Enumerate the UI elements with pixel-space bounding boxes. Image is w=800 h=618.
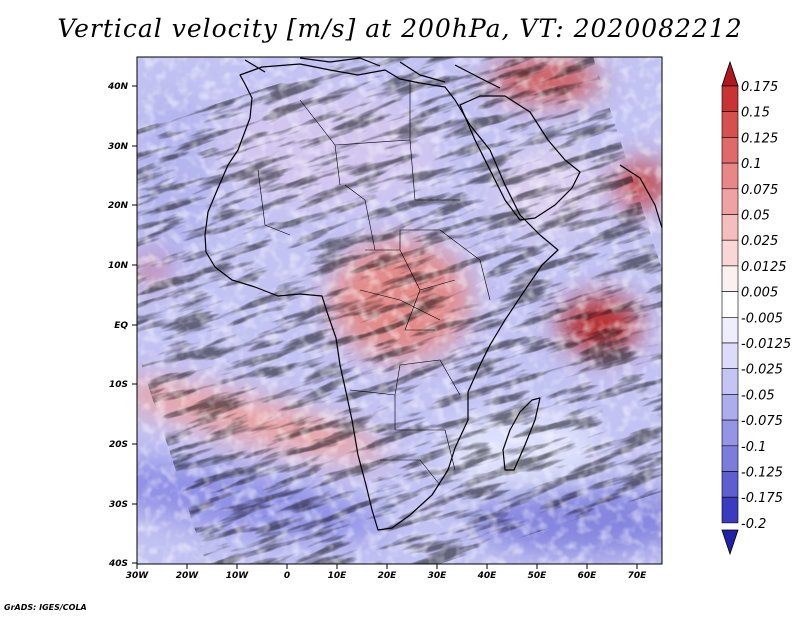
lon-label-20w: 20W xyxy=(176,571,200,581)
lon-label-60e: 60E xyxy=(578,571,598,581)
lat-label-20s: 20S xyxy=(109,440,128,450)
lat-label-40n: 40N xyxy=(107,82,129,92)
colorbar-segment-5 xyxy=(721,214,739,241)
colorbar-label-6: 0.025 xyxy=(741,234,778,249)
colorbar-label-13: -0.075 xyxy=(741,414,783,429)
footer-credit: GrADS: IGES/COLA xyxy=(4,603,87,612)
border-set-north xyxy=(257,80,460,251)
colorbar-segment-14 xyxy=(721,445,739,472)
madagascar-coastline xyxy=(502,397,541,471)
lat-tick-40N: 40N xyxy=(107,82,137,92)
lon-tick-30W: 30W xyxy=(126,564,150,581)
colorbar-label-8: 0.005 xyxy=(741,286,778,301)
india-coastline xyxy=(619,164,662,229)
lat-label-30s: 30S xyxy=(109,500,128,510)
field-speckle xyxy=(137,57,662,564)
colorbar-segment-4 xyxy=(721,188,739,215)
colorbar-segment-7 xyxy=(721,265,739,292)
lon-tick-20E: 20E xyxy=(378,564,398,581)
colorbar-label-3: 0.1 xyxy=(741,157,762,172)
lon-tick-30E: 30E xyxy=(428,564,448,581)
africa-coastline xyxy=(204,63,559,531)
lon-label-70e: 70E xyxy=(628,571,648,581)
colorbar-label-10: -0.0125 xyxy=(741,337,791,352)
lat-label-10s: 10S xyxy=(109,380,128,390)
colorbar-label-14: -0.1 xyxy=(741,440,766,455)
lat-tick-10S: 10S xyxy=(109,380,137,390)
lon-tick-0: 0 xyxy=(284,564,290,581)
colorbar-segment-6 xyxy=(721,239,739,267)
colorbar-segment-8 xyxy=(721,291,739,318)
colorbar-segment-3 xyxy=(721,162,739,190)
lon-tick-20W: 20W xyxy=(176,564,200,581)
colorbar-label-11: -0.025 xyxy=(741,363,783,378)
map-title: Vertical velocity [m/s] at 200hPa, VT: 2… xyxy=(57,14,743,43)
lat-tick-40S: 40S xyxy=(108,559,137,569)
colorbar: 0.175 0.15 0.125 0.1 0.075 0.05 0.025 0.… xyxy=(721,60,791,556)
coastlines xyxy=(204,57,662,531)
lon-tick-70E: 70E xyxy=(628,564,648,581)
colorbar-label-4: 0.075 xyxy=(741,183,778,198)
europe-coastline xyxy=(244,57,501,89)
lon-label-30e: 30E xyxy=(428,571,448,581)
vertical-velocity-field xyxy=(137,57,662,564)
colorbar-segment-0 xyxy=(721,85,739,113)
colorbar-label-17: -0.2 xyxy=(741,517,766,532)
colorbar-bottom-arrow xyxy=(721,529,739,556)
border-set-central xyxy=(359,229,491,331)
colorbar-segment-1 xyxy=(721,111,739,138)
colorbar-segment-15 xyxy=(721,471,739,498)
lon-tick-10E: 10E xyxy=(328,564,348,581)
country-borders xyxy=(257,80,491,486)
colorbar-segment-10 xyxy=(721,342,739,370)
lon-label-30w: 30W xyxy=(126,571,150,581)
colorbar-label-12: -0.05 xyxy=(741,388,775,403)
lat-label-20n: 20N xyxy=(108,201,129,211)
lat-axis: 40N 30N 20N 10N EQ 10S 20S 30S 40S xyxy=(107,82,137,569)
lon-label-0: 0 xyxy=(284,571,290,581)
colorbar-label-5: 0.05 xyxy=(741,209,770,224)
colorbar-segment-13 xyxy=(721,419,739,447)
lon-label-20e: 20E xyxy=(378,571,398,581)
colorbar-segment-12 xyxy=(721,394,739,421)
colorbar-segment-9 xyxy=(721,316,739,344)
lat-label-30n: 30N xyxy=(108,142,129,152)
colorbar-label-2: 0.125 xyxy=(741,131,778,146)
colorbar-segment-2 xyxy=(721,137,739,164)
lat-tick-20S: 20S xyxy=(109,440,137,450)
lon-label-40e: 40E xyxy=(477,571,498,581)
colorbar-label-7: 0.0125 xyxy=(741,260,787,275)
lon-tick-10W: 10W xyxy=(226,564,250,581)
colorbar-segment-16 xyxy=(721,496,739,524)
colorbar-label-15: -0.125 xyxy=(741,466,783,481)
lat-label-40s: 40S xyxy=(108,559,128,569)
colorbar-label-16: -0.175 xyxy=(741,491,783,506)
lat-tick-30S: 30S xyxy=(109,500,137,510)
lat-label-eq: EQ xyxy=(114,321,128,331)
colorbar-label-9: -0.005 xyxy=(741,311,783,326)
colorbar-label-0: 0.175 xyxy=(741,80,778,95)
lat-tick-20N: 20N xyxy=(108,201,137,211)
plot-frame xyxy=(136,56,663,565)
lon-axis: 30W 20W 10W 0 10E 20E 30E 40E 50E 60E 70… xyxy=(126,564,647,581)
border-set-south xyxy=(349,359,461,486)
lat-tick-10N: 10N xyxy=(108,261,137,271)
lon-tick-60E: 60E xyxy=(578,564,598,581)
lon-tick-40E: 40E xyxy=(477,564,498,581)
arabia-coastline xyxy=(459,95,581,221)
lon-label-10e: 10E xyxy=(328,571,348,581)
lon-label-50e: 50E xyxy=(528,571,548,581)
lon-tick-50E: 50E xyxy=(528,564,548,581)
lat-label-10n: 10N xyxy=(108,261,129,271)
colorbar-label-1: 0.15 xyxy=(741,106,770,121)
colorbar-segment-11 xyxy=(721,368,739,395)
lat-tick-EQ: EQ xyxy=(114,321,137,331)
lat-tick-30N: 30N xyxy=(108,142,137,152)
lon-label-10w: 10W xyxy=(226,571,250,581)
colorbar-top-arrow xyxy=(721,60,739,87)
